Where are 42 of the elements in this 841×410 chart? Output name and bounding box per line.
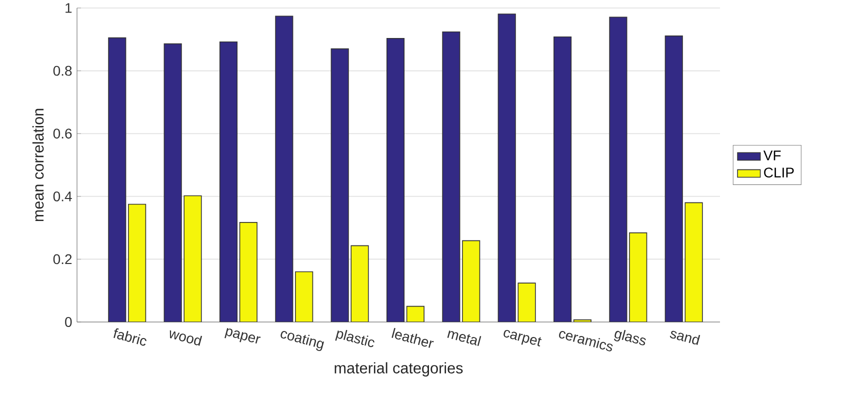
bar [553,36,572,322]
bar [498,14,516,322]
bar [629,232,648,322]
x-tick-label: carpet [504,330,542,346]
bar [330,48,349,322]
bar [295,271,314,322]
x-tick-label: wood [170,330,202,346]
bar [128,204,146,322]
x-tick-label: ceramics [559,330,613,352]
bar [442,31,460,322]
x-tick-label: paper [224,328,261,344]
x-tick-label: fabric [114,328,146,346]
bar [239,222,258,322]
bar [275,16,294,322]
legend-label: VF [763,150,781,160]
x-tick-label: leather [392,328,434,348]
bar [108,37,126,322]
bar [664,36,683,322]
x-tick-label: sand [670,330,700,346]
x-tick-label: metal [447,330,482,346]
bar [219,42,238,322]
bar [350,245,369,322]
bar [684,202,703,322]
x-tick-label: coating [280,330,324,352]
x-axis-title: material categories [334,362,463,376]
bar [164,43,182,322]
y-tick-label: 0.4 [53,191,72,202]
y-tick-label: 0.2 [53,254,72,264]
bar [406,306,424,322]
bar [518,282,536,322]
x-tick-label: glass [614,330,646,346]
y-axis-title: mean correlation [32,108,44,222]
y-tick-label: 0 [65,317,72,327]
bar [184,195,202,322]
bar [386,38,405,322]
bar [609,16,628,322]
bar [462,240,480,322]
y-tick-label: 0.8 [53,66,72,76]
legend-label: CLIP [764,168,794,178]
x-tick-label: plastic [335,330,374,348]
y-tick-label: 0.6 [53,128,72,139]
y-tick-label: 1 [66,3,72,13]
